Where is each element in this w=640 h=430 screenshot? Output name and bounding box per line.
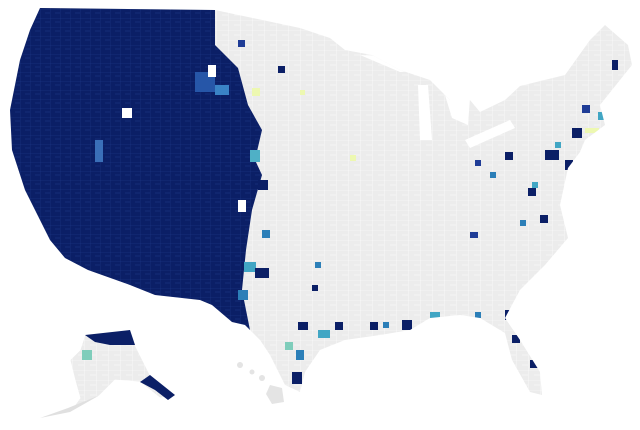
county <box>520 220 526 226</box>
county <box>298 322 308 330</box>
county <box>370 322 378 330</box>
lake <box>445 95 470 125</box>
county <box>475 160 481 166</box>
county <box>470 232 478 238</box>
county <box>430 312 440 320</box>
hawaii <box>237 362 284 404</box>
county <box>300 90 305 95</box>
county <box>612 60 618 70</box>
county <box>582 105 590 113</box>
alaska-land <box>69 329 176 413</box>
lake <box>465 120 515 148</box>
county <box>278 66 285 73</box>
county <box>244 262 256 272</box>
county <box>238 40 245 47</box>
county <box>292 372 302 384</box>
alaska-county <box>85 330 135 345</box>
county <box>540 215 548 223</box>
county <box>545 150 559 160</box>
county <box>238 200 246 212</box>
county <box>122 108 132 118</box>
county <box>238 290 248 300</box>
county <box>555 142 561 148</box>
island <box>266 385 284 404</box>
county <box>262 230 270 238</box>
county <box>528 188 536 196</box>
county <box>315 262 321 268</box>
county <box>490 172 496 178</box>
county <box>252 88 260 96</box>
county <box>530 360 538 368</box>
county <box>512 335 520 343</box>
county <box>208 65 216 77</box>
county <box>565 160 573 170</box>
county <box>402 320 412 330</box>
island <box>259 375 265 381</box>
county <box>95 140 103 162</box>
county <box>585 128 599 133</box>
county <box>215 85 229 95</box>
county <box>350 155 356 161</box>
county <box>532 182 538 188</box>
island <box>249 369 255 375</box>
county <box>335 322 343 330</box>
alaska-county <box>82 350 92 360</box>
county <box>475 312 481 318</box>
island <box>237 362 243 368</box>
county <box>250 150 260 162</box>
county <box>572 128 582 138</box>
alaska-county <box>140 375 175 400</box>
county <box>255 268 269 278</box>
county <box>505 152 513 160</box>
county <box>285 342 293 350</box>
county <box>312 285 318 291</box>
county <box>598 112 606 120</box>
county <box>296 350 304 360</box>
alaska <box>40 329 176 418</box>
county <box>318 330 330 338</box>
county <box>258 180 268 190</box>
county <box>383 322 389 328</box>
lake <box>418 85 432 140</box>
county <box>505 310 515 320</box>
